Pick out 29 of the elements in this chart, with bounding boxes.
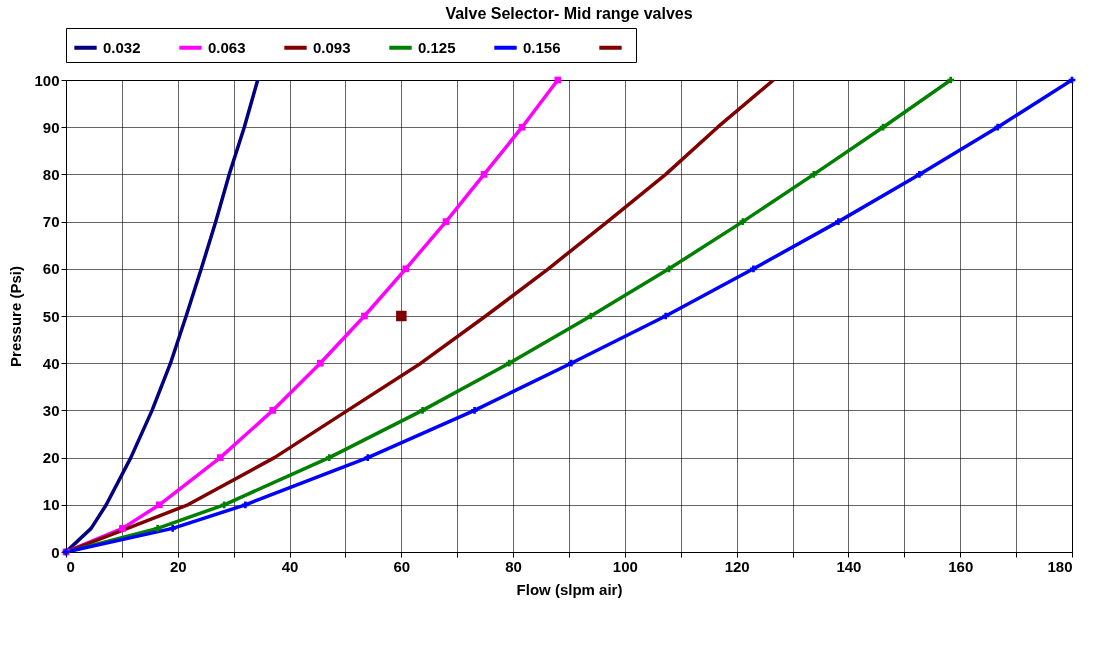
legend-label: 0.093 <box>313 38 351 56</box>
x-tick-label: 40 <box>281 557 299 575</box>
x-tick-label: 60 <box>393 557 411 575</box>
y-tick-label: 70 <box>42 213 60 231</box>
y-tick-label: 20 <box>42 449 60 467</box>
chart-title: Valve Selector- Mid range valves <box>445 4 693 22</box>
y-tick-label: 10 <box>42 496 60 514</box>
legend-label: 0.125 <box>418 38 456 56</box>
y-tick-label: 100 <box>34 71 60 89</box>
y-tick-label: 0 <box>51 543 60 561</box>
legend-label: 0.063 <box>208 38 246 56</box>
x-tick-label: 160 <box>948 557 974 575</box>
x-tick-label: 80 <box>505 557 522 575</box>
x-axis-title: Flow (slpm air) <box>516 580 623 598</box>
y-tick-label: 40 <box>42 354 60 372</box>
x-tick-label: 0 <box>66 557 75 575</box>
x-tick-label: 180 <box>1047 557 1073 575</box>
y-tick-label: 30 <box>42 401 60 419</box>
x-tick-label: 140 <box>836 557 862 575</box>
x-tick-label: 100 <box>612 557 638 575</box>
x-tick-label: 120 <box>724 557 750 575</box>
y-tick-label: 60 <box>42 260 60 278</box>
legend-label: 0.156 <box>523 38 561 56</box>
y-tick-label: 50 <box>42 307 60 325</box>
y-axis-title: Pressure (Psi) <box>7 266 25 367</box>
x-tick-label: 20 <box>169 557 187 575</box>
legend-label: 0.032 <box>103 38 141 56</box>
y-tick-label: 80 <box>42 165 60 183</box>
y-tick-label: 90 <box>42 118 60 136</box>
